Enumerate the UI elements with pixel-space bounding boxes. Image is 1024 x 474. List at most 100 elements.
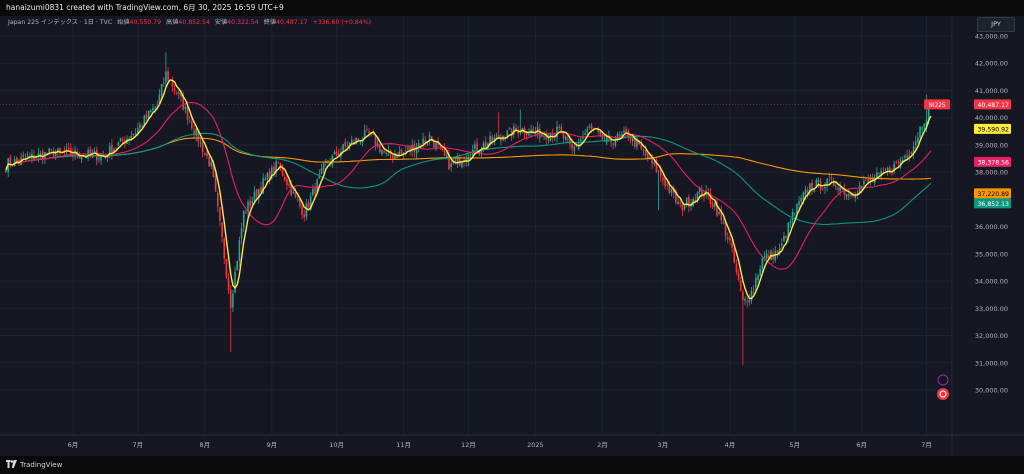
x-tick-label: 2月 [597, 441, 608, 449]
candle-body [830, 177, 833, 179]
candle-body [655, 160, 658, 173]
candle-body [288, 184, 290, 186]
x-tick-label: 7月 [921, 441, 932, 449]
candle-body [178, 92, 180, 95]
candle-body [392, 155, 394, 159]
candle-body [117, 142, 120, 147]
candle-body [446, 155, 448, 159]
candle-body [500, 137, 502, 141]
candle-body [865, 180, 867, 181]
candle-body [677, 201, 679, 204]
candle-body [173, 88, 176, 91]
candle-body [294, 192, 297, 198]
ma-25-line [5, 102, 932, 270]
candle-body [869, 178, 872, 180]
chart-panel[interactable] [0, 16, 1024, 456]
candle-body [59, 147, 61, 152]
y-tick-label: 36,000.00 [975, 223, 1008, 231]
high-label: 高値 [166, 19, 179, 26]
candle-body [35, 157, 38, 159]
candle-body [264, 178, 267, 181]
candle-body [742, 291, 744, 301]
candle-body [141, 125, 143, 127]
candle-body [726, 236, 729, 240]
candle-body [845, 194, 848, 197]
candle-body [895, 162, 898, 163]
candle-body [876, 172, 878, 179]
candle-body [612, 143, 615, 145]
candle-body [240, 228, 243, 239]
candle-body [41, 151, 44, 160]
x-tick-label: 5月 [789, 441, 800, 449]
candle-body [662, 177, 664, 181]
candle-body [208, 156, 210, 167]
candle-body [422, 138, 424, 144]
candle-body [350, 140, 353, 144]
candle-body [229, 289, 232, 308]
candle-body [320, 168, 323, 175]
price-tag-label: 36,852.13 [978, 201, 1010, 208]
currency-button[interactable]: JPY [977, 17, 1015, 32]
y-tick-label: 40,000.00 [975, 114, 1008, 122]
candle-body [322, 163, 325, 170]
candle-body [822, 188, 824, 190]
close-label: 終値 [263, 19, 277, 26]
candle-body [813, 189, 815, 192]
candle-body [111, 144, 113, 155]
candle-body [912, 146, 915, 153]
candle-body [670, 188, 673, 193]
candle-body [87, 150, 89, 156]
candle-body [746, 301, 748, 303]
candle-body [108, 146, 111, 156]
candle-body [197, 130, 200, 142]
candle-body [722, 222, 725, 224]
footer-brand: TradingView [20, 461, 63, 469]
candle-body [314, 186, 316, 194]
candle-body [927, 105, 930, 120]
candle-body [98, 158, 100, 159]
candle-body [9, 157, 12, 166]
open-value: 40,550.79 [129, 19, 162, 26]
candle-body [750, 290, 753, 301]
candle-body [366, 128, 368, 130]
symbol-legend: Japan 225 インデックス · 1日 · TVC 始値40,550.79 … [8, 17, 371, 26]
candle-body [867, 179, 870, 182]
candle-body [636, 140, 638, 147]
candle-body [573, 146, 576, 151]
candle-body [165, 71, 167, 83]
candle-body [832, 180, 835, 186]
candle-body [456, 157, 459, 163]
candle-body [828, 178, 831, 180]
candle-body [474, 144, 476, 149]
candle-body [72, 153, 74, 157]
candle-body [806, 190, 809, 194]
candle-body [402, 152, 405, 154]
earnings-marker-inner-icon [939, 390, 947, 398]
candle-body [729, 238, 731, 241]
candle-body [290, 184, 293, 196]
ma-75-line [5, 132, 932, 226]
candle-body [599, 131, 602, 134]
candle-body [571, 144, 573, 149]
candle-body [301, 206, 303, 215]
candle-body [921, 127, 924, 130]
candle-body [411, 144, 414, 152]
ma-5-line [5, 79, 932, 300]
symbol-price-tag-bg [924, 99, 950, 110]
candle-body [880, 170, 882, 175]
close-value: 40,487.17 [276, 19, 308, 26]
candle-body [355, 137, 357, 144]
candlestick-chart[interactable]: 43,000.00 42,000.00 41,000.00 40,000.00 39,0… [0, 0, 1024, 456]
candle-body [644, 150, 647, 156]
x-tick-label: 6月 [856, 441, 867, 449]
price-tag-bg [974, 99, 1011, 110]
candle-body [538, 128, 541, 139]
candle-body [889, 167, 891, 174]
low-label: 安値 [214, 19, 228, 26]
x-tick-label: 2025 [527, 441, 544, 449]
candle-body [145, 114, 148, 119]
candle-body [482, 143, 485, 150]
candle-body [57, 148, 59, 152]
candle-body [182, 94, 184, 110]
high-value: 40,852.54 [178, 19, 210, 26]
